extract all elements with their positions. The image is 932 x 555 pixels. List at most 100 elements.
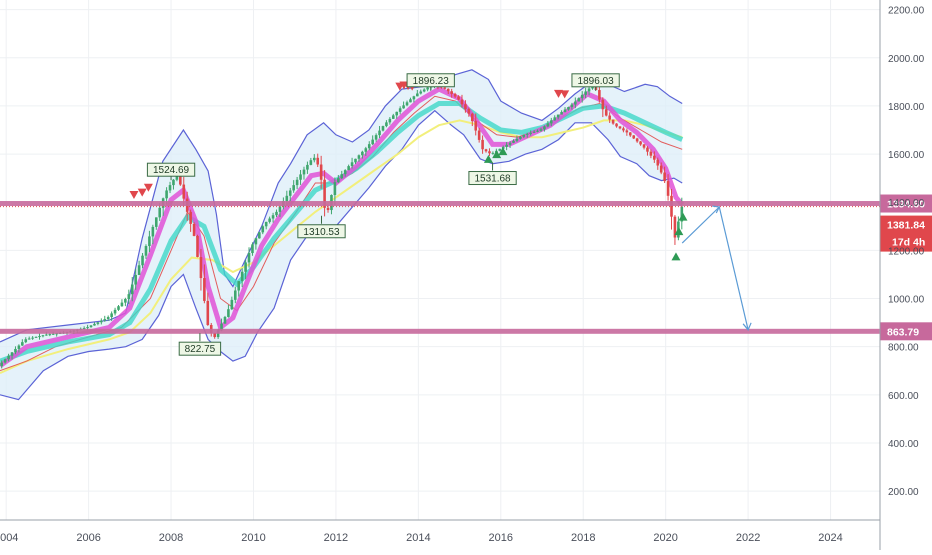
- candle-body: [361, 151, 364, 156]
- candle-body: [31, 337, 34, 339]
- candle-body: [567, 107, 570, 110]
- candle-body: [323, 179, 326, 208]
- candle-body: [165, 190, 168, 199]
- x-tick-label: 2014: [406, 532, 430, 544]
- candle-body: [646, 147, 649, 152]
- candle-body: [529, 132, 532, 134]
- sell-signal-marker: [137, 188, 147, 197]
- y-tick-label: 1400.00: [888, 198, 925, 209]
- candle-body: [446, 88, 450, 92]
- candle-body: [261, 226, 265, 233]
- candle-body: [354, 158, 357, 163]
- candle-body: [271, 215, 275, 219]
- x-tick-label: 2022: [736, 532, 760, 544]
- y-tick-label: 1800.00: [888, 102, 925, 113]
- candle-body: [7, 355, 10, 360]
- candle-body: [577, 98, 581, 102]
- candle-body: [604, 109, 608, 116]
- y-tick-label: 1600.00: [888, 150, 925, 161]
- x-tick-label: 2018: [571, 532, 595, 544]
- projection-arrowhead: [712, 205, 721, 214]
- candle-body: [340, 174, 344, 179]
- candle-body: [254, 238, 258, 245]
- candle-body: [522, 134, 526, 137]
- candle-body: [34, 336, 38, 338]
- candle-body: [110, 313, 113, 318]
- candle-body: [398, 108, 402, 112]
- candle-body: [86, 327, 89, 329]
- projection-arrowhead: [742, 322, 752, 331]
- candle-body: [3, 359, 7, 363]
- annotation-box: [571, 73, 620, 88]
- x-tick-label: 2004: [0, 532, 18, 544]
- candle-body: [574, 101, 577, 105]
- candle-body: [24, 339, 28, 343]
- bollinger-fill: [0, 69, 683, 400]
- candle-body: [371, 139, 374, 145]
- candle-body: [673, 216, 677, 238]
- annotation-label: 1896.23: [413, 76, 450, 87]
- buy-signal-marker: [492, 150, 502, 159]
- candle-body: [41, 335, 45, 337]
- candle-body: [316, 157, 320, 165]
- candle-body: [51, 333, 55, 335]
- candle-body: [196, 235, 199, 257]
- candle-body: [639, 141, 642, 145]
- candle-body: [213, 333, 216, 338]
- candle-body: [649, 151, 653, 156]
- candle-body: [388, 118, 392, 123]
- sell-signal-marker: [560, 90, 570, 99]
- current-price-label: 1381.84: [887, 220, 925, 232]
- candle-body: [508, 142, 512, 145]
- candle-body: [409, 99, 412, 103]
- annotation-label: 1896.03: [578, 76, 615, 87]
- candle-body: [268, 218, 271, 222]
- annotation-label: 1524.69: [153, 165, 190, 176]
- candle-body: [247, 253, 251, 263]
- candle-body: [182, 184, 186, 199]
- y-tick-label: 1200.00: [888, 246, 925, 257]
- candle-body: [628, 132, 632, 136]
- candle-body: [343, 170, 347, 175]
- candle-body: [580, 94, 584, 99]
- candle-body: [642, 144, 646, 148]
- candle-body: [611, 119, 615, 124]
- candle-body: [295, 179, 299, 186]
- annotation-label: 1310.53: [303, 227, 340, 238]
- candle-body: [364, 148, 368, 152]
- candle-body: [598, 90, 601, 100]
- candle-body: [233, 290, 237, 300]
- candle-body: [21, 342, 24, 346]
- candle-body: [505, 144, 508, 147]
- candle-body: [618, 126, 622, 129]
- candle-body: [467, 109, 471, 114]
- buy-signal-marker: [498, 147, 508, 156]
- candle-body: [17, 345, 21, 349]
- candle-body: [553, 117, 557, 121]
- candle-body: [556, 114, 560, 118]
- candle-body: [148, 236, 151, 247]
- current-price-tag: [880, 215, 932, 252]
- annotation-box: [178, 341, 222, 356]
- candle-body: [587, 88, 591, 92]
- candle-body: [622, 128, 625, 131]
- candle-body: [141, 255, 144, 266]
- candle-body: [381, 126, 385, 131]
- candle-body: [309, 160, 313, 165]
- candle-body: [663, 172, 666, 182]
- candle-body: [625, 130, 629, 133]
- candle-body: [416, 93, 419, 97]
- candle-body: [175, 174, 179, 180]
- candle-body: [419, 91, 423, 94]
- candle-body: [519, 136, 522, 139]
- candle-body: [385, 122, 388, 127]
- candle-body: [405, 102, 409, 106]
- candle-body: [189, 211, 192, 224]
- candle-body: [258, 232, 261, 239]
- candle-body: [543, 126, 546, 130]
- candle-body: [127, 294, 131, 299]
- candle-body: [498, 148, 502, 151]
- x-tick-label: 2020: [653, 532, 677, 544]
